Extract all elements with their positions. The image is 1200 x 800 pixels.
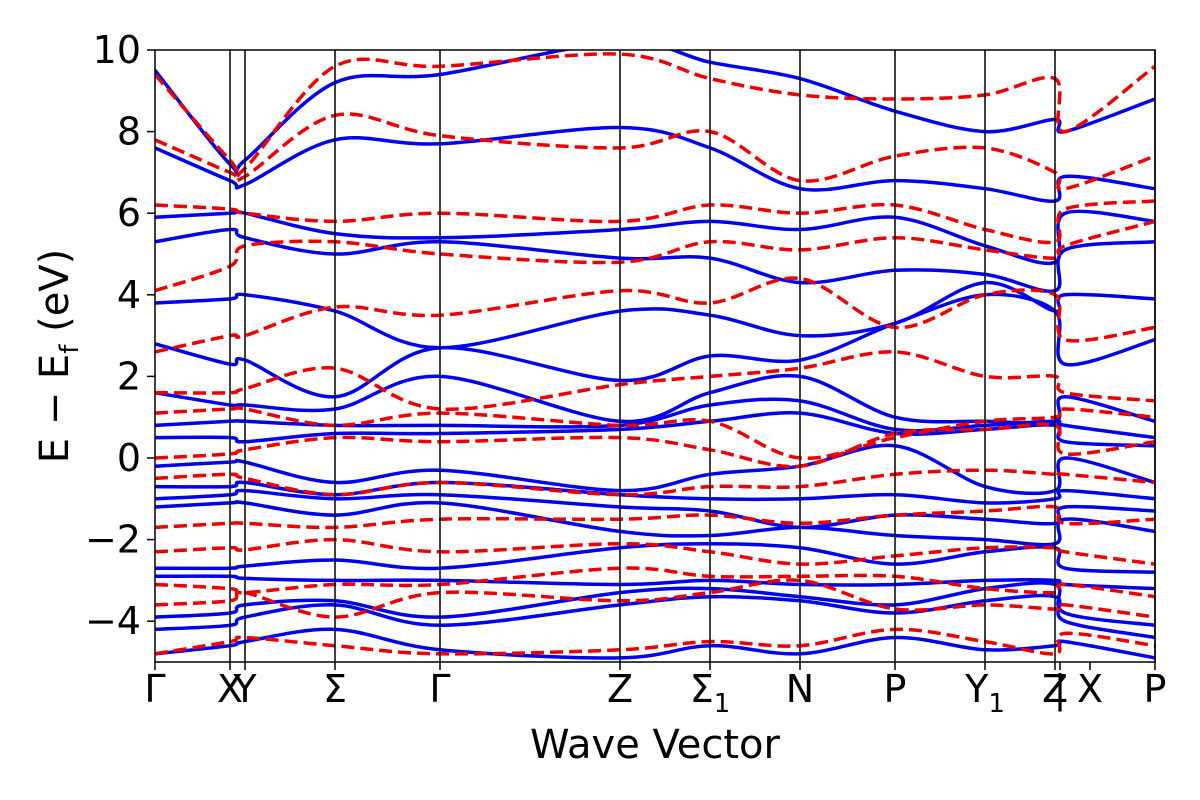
solid-band-line: [155, 574, 1155, 591]
x-tick-label: Σ1: [690, 667, 731, 719]
solid-band-line: [155, 411, 1155, 448]
y-tick-label: 10: [93, 28, 141, 72]
x-tick-label: Z: [1042, 667, 1068, 711]
solid-band-line: [155, 488, 1155, 530]
dashed-band-line: [155, 276, 1155, 354]
y-tick-label: 8: [117, 110, 141, 154]
dashed-band-line: [155, 199, 1155, 245]
x-tick-label: X: [1077, 667, 1103, 711]
dashed-band-line: [155, 112, 1155, 191]
y-tick-label: −4: [85, 599, 141, 643]
solid-band-line: [155, 280, 1155, 350]
solid-band-line: [155, 373, 1155, 426]
dashed-band-line: [155, 350, 1155, 411]
solid-band-line: [155, 593, 1155, 640]
dashed-band-line: [155, 537, 1155, 566]
dashed-band-line: [155, 504, 1155, 530]
x-axis-ticks: Γ XY Σ Γ Z Σ1 N P Y1 Z| X P: [144, 662, 1166, 719]
y-tick-label: 6: [117, 191, 141, 235]
dashed-band-line: [155, 578, 1155, 619]
y-tick-label: 4: [117, 273, 141, 317]
solid-band-line: [155, 500, 1155, 547]
dashed-band-line: [155, 405, 1155, 460]
x-tick-label: |: [1054, 667, 1067, 712]
x-tick-label: Z: [607, 667, 633, 711]
y-tick-label: 0: [117, 436, 141, 480]
solid-band-line: [155, 480, 1155, 505]
solid-band-line: [155, 581, 1155, 628]
dashed-band-line: [155, 52, 1155, 179]
x-tick-label: Γ: [429, 667, 450, 711]
x-tick-label: Γ: [144, 667, 165, 711]
plot-frame: [154, 49, 1156, 663]
dashed-band-line: [155, 566, 1155, 599]
x-tick-label: Σ: [323, 667, 347, 711]
dashed-band-line: [155, 627, 1155, 656]
y-axis-label: E − Ef (eV): [32, 249, 85, 464]
x-axis-label: Wave Vector: [530, 722, 781, 768]
x-tick-label: P: [884, 667, 907, 711]
y-axis-ticks: −4 −2 0 2 4 6 8 10: [85, 28, 155, 643]
solid-band-line: [155, 125, 1155, 203]
x-tick-label: N: [786, 667, 814, 711]
x-tick-label: X: [217, 667, 243, 711]
x-tick-label: Y: [232, 667, 257, 711]
band-lines: [155, 50, 1155, 660]
x-tick-label: P: [1144, 667, 1167, 711]
solid-band-line: [155, 50, 1155, 175]
x-tick-label: Y1: [964, 667, 1005, 719]
dashed-band-line: [155, 219, 1155, 293]
y-tick-label: 2: [117, 354, 141, 398]
solid-band-line: [155, 227, 1155, 294]
dashed-band-line: [155, 422, 1155, 469]
y-tick-label: −2: [85, 518, 141, 562]
dashed-band-line: [155, 468, 1155, 497]
